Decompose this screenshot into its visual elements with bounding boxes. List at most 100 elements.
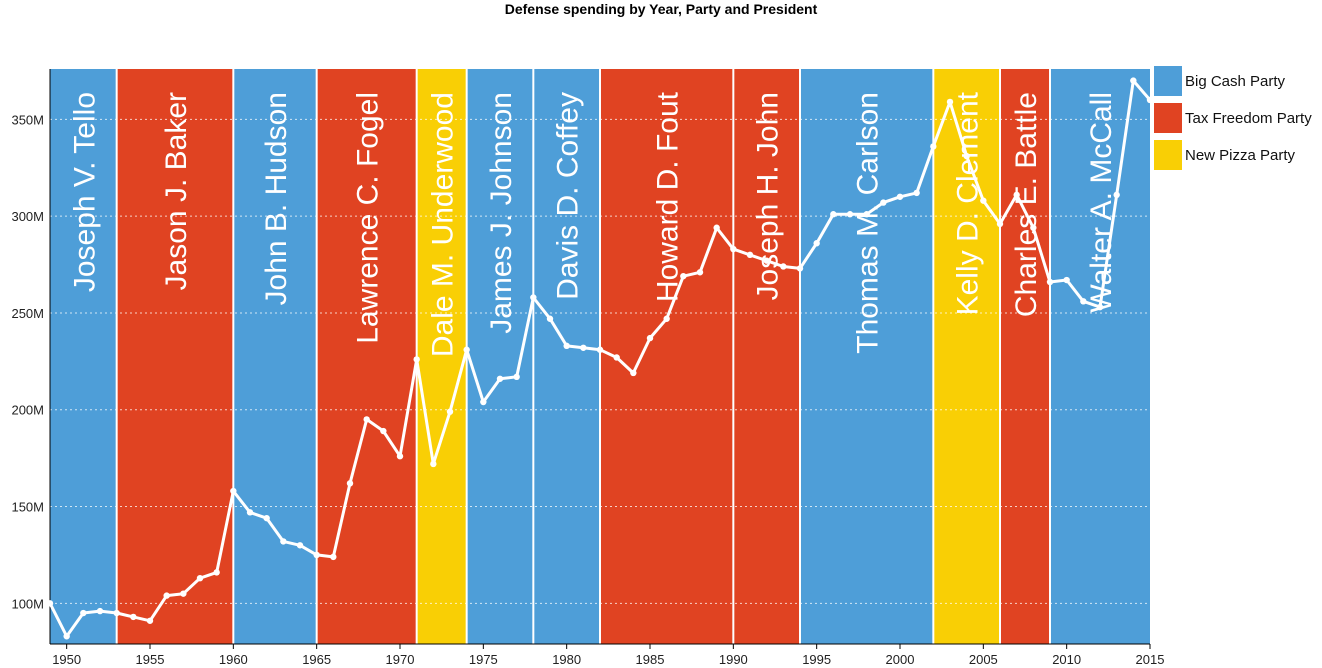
data-point [63,633,70,640]
president-band [50,69,117,644]
x-tick-label: 2015 [1136,652,1165,667]
x-tick-label: 2000 [886,652,915,667]
data-point [1146,96,1154,104]
data-point [180,590,187,597]
data-point [1080,298,1087,305]
president-band [1000,69,1050,644]
data-point [596,346,604,353]
legend-swatch [1154,103,1182,133]
data-point [1130,77,1137,84]
data-point [1013,191,1020,199]
president-label: Joseph V. Tello [68,92,101,292]
data-point [496,375,504,382]
data-point [480,398,487,406]
x-tick-label: 1955 [136,652,165,667]
president-band [116,69,234,644]
president-band [316,69,417,644]
data-point [763,257,770,264]
legend: Big Cash Party Tax Freedom Party New Pizza… [1154,66,1312,170]
y-tick-label: 350M [11,112,44,127]
legend-label: Big Cash Party [1185,73,1286,90]
data-point [696,269,704,276]
president-band [416,69,467,644]
data-point [230,487,237,495]
president-label: Walter A. McCall [1085,92,1118,313]
x-tick-label: 1990 [719,652,748,667]
data-point [146,617,154,624]
legend-label: Tax Freedom Party [1185,110,1312,127]
president-label: Davis D. Coffey [552,92,585,300]
data-point [280,538,287,545]
president-label: Dale M. Underwood [427,92,460,357]
data-point [1096,303,1104,311]
president-labels: Joseph V. Tello Jason J. Baker John B. Hud… [68,91,1118,357]
data-point [363,416,370,423]
chart-title: Defense spending by Year, Party and Pres… [505,1,818,17]
data-point [846,211,854,218]
data-point [113,609,120,617]
series-layer [46,77,1154,640]
x-tick-label: 1970 [386,652,415,667]
data-point [730,245,737,253]
data-point [530,294,537,301]
legend-swatch [1154,66,1182,96]
x-tick-label: 1965 [302,652,331,667]
data-point [130,613,137,621]
data-point [80,609,87,617]
data-point [630,369,637,377]
president-band [533,69,600,644]
president-band [1050,69,1150,644]
data-point [613,354,620,361]
data-point [330,553,337,561]
data-point [380,427,387,435]
data-point [1113,191,1120,199]
x-tick-label: 1975 [469,652,498,667]
y-tick-label: 250M [11,306,44,321]
x-tick-label: 1995 [802,652,831,667]
data-point [796,265,804,272]
president-label: Jason J. Baker [160,92,193,290]
data-point [296,542,304,549]
president-band [800,69,934,644]
data-point [196,574,204,582]
president-label: Howard D. Fout [652,91,685,302]
president-label: John B. Hudson [260,92,293,305]
y-tick-label: 150M [11,500,44,515]
y-tick-label: 200M [11,403,44,418]
data-point [413,356,420,363]
data-point [680,272,687,280]
data-point [813,240,820,247]
data-point [996,220,1004,228]
y-tick-label: 300M [11,209,44,224]
president-label: Lawrence C. Fogel [352,92,385,344]
data-point [1030,224,1037,231]
data-point [946,98,954,106]
legend-label: New Pizza Party [1185,147,1296,164]
grid-lines [50,118,1150,604]
x-tick-label: 2005 [969,652,998,667]
data-point [313,551,320,559]
president-band [733,69,800,644]
president-label: Joseph H. John [752,92,785,300]
data-point [780,263,787,270]
x-tick-label: 2010 [1052,652,1081,667]
y-tick-label: 100M [11,596,44,611]
x-tick-label: 1980 [552,652,581,667]
president-label: Charles E. Battle [1010,92,1043,317]
data-point [430,460,437,468]
data-point [213,569,220,576]
legend-swatch [1154,140,1182,170]
data-point [880,199,887,206]
data-point [163,592,170,599]
president-label: James J. Johnson [485,92,518,334]
data-point [446,408,454,415]
data-point [563,342,570,350]
data-point [463,346,470,353]
data-point [263,514,270,522]
president-band [933,69,1000,644]
data-point [963,152,970,160]
x-tick-label: 1950 [52,652,81,667]
data-point [830,211,837,218]
president-label: Thomas M. Carlson [852,92,885,354]
